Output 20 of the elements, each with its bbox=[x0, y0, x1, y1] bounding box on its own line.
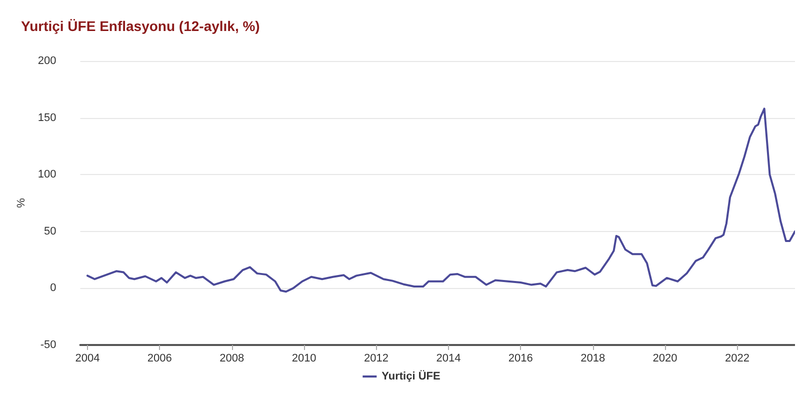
x-tick-label: 2014 bbox=[436, 352, 461, 364]
x-tick-label: 2018 bbox=[580, 352, 606, 364]
line-series bbox=[86, 108, 795, 293]
x-tick-label: 2020 bbox=[652, 352, 678, 364]
y-tick-label: 50 bbox=[44, 225, 56, 238]
y-tick-label: -50 bbox=[40, 339, 56, 351]
y-tick-label: 200 bbox=[38, 55, 56, 67]
y-axis-title: % bbox=[16, 198, 28, 208]
legend-label: Yurtiçi ÜFE bbox=[382, 370, 440, 382]
x-tick-label: 2010 bbox=[292, 352, 316, 364]
x-tick-label: 2004 bbox=[75, 352, 100, 364]
chart-title: Yurtiçi ÜFE Enflasyonu (12-aylık, %) bbox=[21, 18, 260, 34]
y-tick-label: 0 bbox=[50, 282, 56, 294]
x-tick-label: 2008 bbox=[220, 352, 244, 364]
x-tick-label: 2006 bbox=[147, 352, 172, 364]
y-tick-label: 150 bbox=[38, 112, 56, 124]
x-tick-label: 2022 bbox=[725, 352, 750, 364]
y-tick-label: 100 bbox=[38, 168, 56, 181]
x-tick-label: 2016 bbox=[508, 352, 533, 364]
x-tick-label: 2012 bbox=[364, 352, 388, 364]
